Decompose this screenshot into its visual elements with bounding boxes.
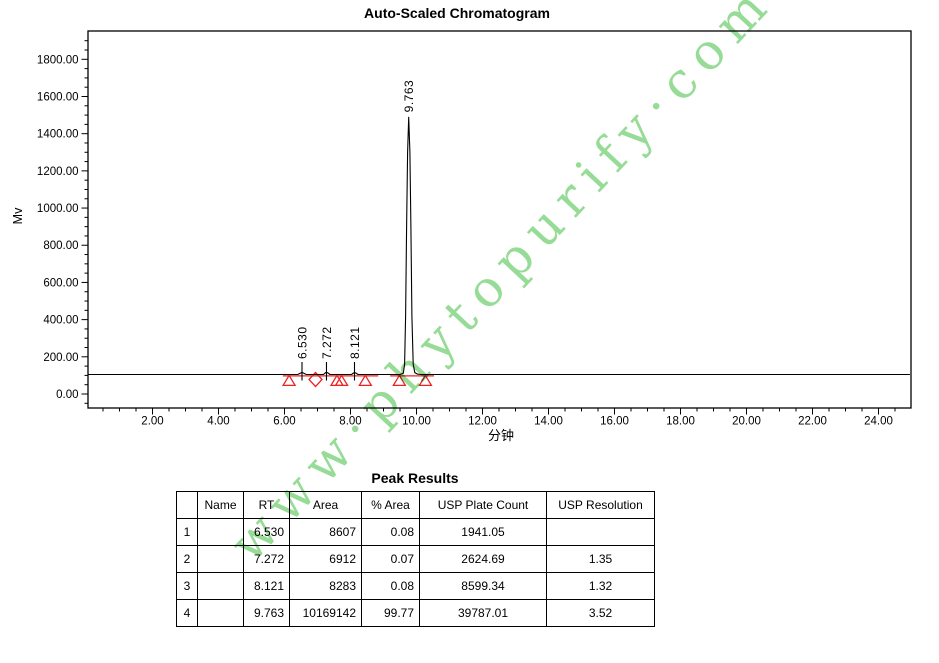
peak-results-table: Name RT Area% Area USP Plate Count USP Resol… — [176, 491, 655, 627]
y-tick-label: 600.00 — [43, 277, 78, 289]
column-header: % Area — [361, 491, 420, 519]
x-tick-label: 16.00 — [600, 416, 629, 428]
chart-title: Auto-Scaled Chromatogram — [364, 5, 550, 21]
table-cell: 1941.05 — [419, 518, 547, 546]
peak-rt-label: 8.121 — [348, 326, 362, 359]
column-header: Name — [197, 491, 244, 519]
table-cell: 2 — [176, 545, 198, 573]
x-tick-label: 20.00 — [732, 416, 761, 428]
x-tick-label: 24.00 — [864, 416, 893, 428]
table-cell: 1 — [176, 518, 198, 546]
table-row: 2 7.272 6912 0.07 2624.69 1.35 — [176, 545, 655, 573]
plot-frame — [87, 30, 912, 409]
integration-triangle-marker — [392, 374, 407, 387]
table-cell: 1.35 — [546, 545, 655, 573]
table-cell — [197, 572, 244, 600]
table-cell: 1.32 — [546, 572, 655, 600]
table-cell: 6912 — [289, 545, 362, 573]
table-cell: 2624.69 — [419, 545, 547, 573]
y-tick-label: 200.00 — [43, 352, 78, 364]
x-tick-label: 8.00 — [339, 416, 361, 428]
y-tick-label: 0.00 — [56, 389, 78, 401]
y-tick-label: 1200.00 — [37, 166, 79, 178]
table-cell: 10169142 — [289, 599, 362, 627]
table-cell: 7.272 — [243, 545, 290, 573]
y-tick-label: 1800.00 — [37, 54, 79, 66]
integration-triangle-marker — [418, 374, 433, 387]
integration-triangle-marker — [358, 374, 373, 387]
table-cell — [197, 518, 244, 546]
table-cell: 39787.01 — [419, 599, 547, 627]
table-header-row: Name RT Area% Area USP Plate Count USP Resol… — [176, 491, 655, 519]
x-tick-label: 22.00 — [798, 416, 827, 428]
peak-rt-label: 9.763 — [402, 80, 416, 113]
peak-results-title: Peak Results — [371, 470, 459, 486]
table-cell — [197, 545, 244, 573]
column-header: USP Plate Count — [419, 491, 547, 519]
table-cell: 0.08 — [361, 572, 420, 600]
column-header: USP Resolution — [546, 491, 655, 519]
y-tick-label: 1000.00 — [37, 203, 79, 215]
y-tick-label: 800.00 — [43, 240, 78, 252]
x-tick-label: 10.00 — [402, 416, 431, 428]
x-tick-label: 14.00 — [534, 416, 563, 428]
table-cell — [546, 518, 655, 546]
x-tick-label: 6.00 — [273, 416, 295, 428]
x-axis-title: 分钟 — [488, 428, 514, 443]
table-cell: 3 — [176, 572, 198, 600]
table-row: 1 6.530 8607 0.08 1941.05 — [176, 518, 655, 546]
table-cell: 0.08 — [361, 518, 420, 546]
column-header: Area — [289, 491, 362, 519]
table-cell: 8283 — [289, 572, 362, 600]
table-cell: 9.763 — [243, 599, 290, 627]
x-tick-label: 18.00 — [666, 416, 695, 428]
column-header — [176, 491, 198, 519]
y-tick-label: 400.00 — [43, 315, 78, 327]
integration-triangle-marker — [281, 374, 297, 387]
table-cell: 0.07 — [361, 545, 420, 573]
integration-diamond-marker — [308, 371, 323, 388]
peak-rt-label: 6.530 — [295, 326, 309, 359]
chromatogram-plot: 2.00 4.00 6.00 8.00 10.00 12.00 14.00 16.00 18.0… — [11, 30, 912, 443]
x-tick-label: 12.00 — [468, 416, 497, 428]
y-tick-label: 1400.00 — [37, 129, 79, 141]
table-row: 3 8.121 8283 0.08 8599.34 1.32 — [176, 572, 655, 600]
x-tick-label: 2.00 — [141, 416, 163, 428]
y-axis-title: Mv — [11, 207, 25, 224]
table-cell: 8599.34 — [419, 572, 547, 600]
peak-rt-label: 7.272 — [320, 326, 334, 359]
table-cell: 8.121 — [243, 572, 290, 600]
table-cell: 4 — [176, 599, 198, 627]
integration-triangle-marker — [334, 374, 349, 387]
table-cell — [197, 599, 244, 627]
signal-trace — [88, 116, 910, 376]
y-tick-label: 1600.00 — [37, 91, 79, 103]
x-tick-label: 4.00 — [207, 416, 229, 428]
table-cell: 8607 — [289, 518, 362, 546]
table-cell: 6.530 — [243, 518, 290, 546]
table-cell: 3.52 — [546, 599, 655, 627]
table-cell: 99.77 — [361, 599, 420, 627]
table-row: 4 9.763 10169142 99.77 39787.01 3.52 — [176, 599, 655, 627]
column-header: RT — [243, 491, 290, 519]
